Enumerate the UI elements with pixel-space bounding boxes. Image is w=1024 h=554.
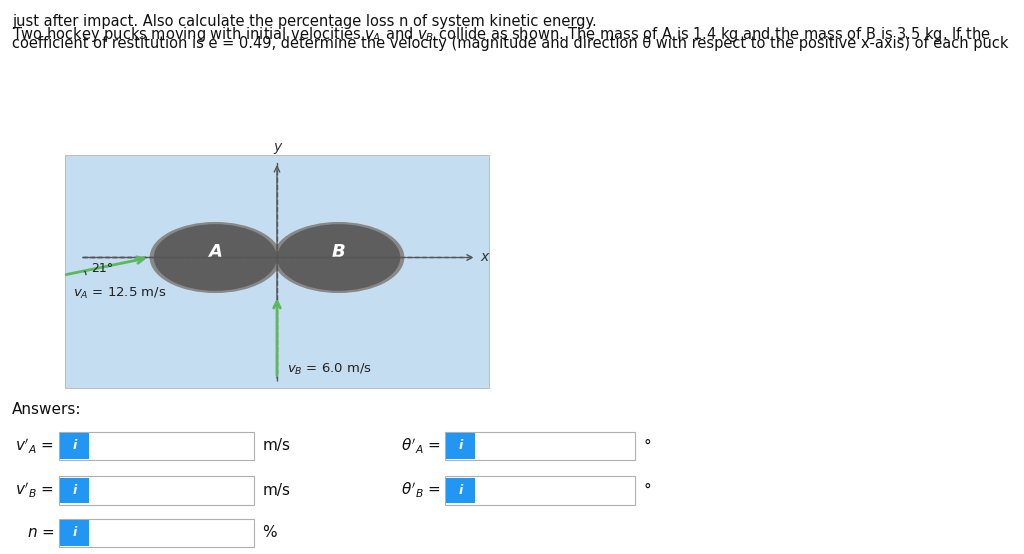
FancyBboxPatch shape <box>446 433 475 459</box>
Ellipse shape <box>150 222 281 293</box>
FancyBboxPatch shape <box>445 476 635 505</box>
Text: $v_B$ = 6.0 m/s: $v_B$ = 6.0 m/s <box>287 362 372 377</box>
Text: $v'_A$ =: $v'_A$ = <box>15 437 54 455</box>
Text: i: i <box>459 484 463 497</box>
FancyBboxPatch shape <box>60 520 89 546</box>
FancyBboxPatch shape <box>60 478 89 503</box>
Text: m/s: m/s <box>262 483 290 498</box>
FancyBboxPatch shape <box>59 476 254 505</box>
Text: m/s: m/s <box>262 438 290 454</box>
Text: Answers:: Answers: <box>12 402 82 417</box>
FancyBboxPatch shape <box>445 432 635 460</box>
Text: y: y <box>272 140 282 154</box>
Text: $v'_B$ =: $v'_B$ = <box>15 481 54 500</box>
Text: 21°: 21° <box>91 262 114 275</box>
Text: $\theta'_A$ =: $\theta'_A$ = <box>400 437 440 455</box>
Text: $v_A$ = 12.5 m/s: $v_A$ = 12.5 m/s <box>73 286 167 301</box>
Text: coefficient of restitution is e = 0.49, determine the velocity (magnitude and di: coefficient of restitution is e = 0.49, … <box>12 36 1009 51</box>
Text: °: ° <box>643 438 651 454</box>
Text: x: x <box>481 250 489 264</box>
Text: A: A <box>209 243 222 261</box>
Text: i: i <box>73 439 77 453</box>
Text: $n$ =: $n$ = <box>27 525 54 541</box>
Text: °: ° <box>643 483 651 498</box>
FancyBboxPatch shape <box>60 433 89 459</box>
Text: $\theta'_B$ =: $\theta'_B$ = <box>400 481 440 500</box>
Text: B: B <box>332 243 345 261</box>
Ellipse shape <box>276 224 400 291</box>
Text: i: i <box>73 526 77 540</box>
FancyBboxPatch shape <box>59 519 254 547</box>
Ellipse shape <box>154 224 276 291</box>
Text: just after impact. Also calculate the percentage loss n of system kinetic energy: just after impact. Also calculate the pe… <box>12 14 597 29</box>
Text: Two hockey pucks moving with initial velocities $v_A$ and $v_B$ collide as shown: Two hockey pucks moving with initial vel… <box>12 25 991 44</box>
Ellipse shape <box>272 222 404 293</box>
FancyBboxPatch shape <box>65 155 489 388</box>
FancyBboxPatch shape <box>59 432 254 460</box>
Text: i: i <box>73 484 77 497</box>
Text: %: % <box>262 525 276 541</box>
Text: i: i <box>459 439 463 453</box>
FancyBboxPatch shape <box>446 478 475 503</box>
